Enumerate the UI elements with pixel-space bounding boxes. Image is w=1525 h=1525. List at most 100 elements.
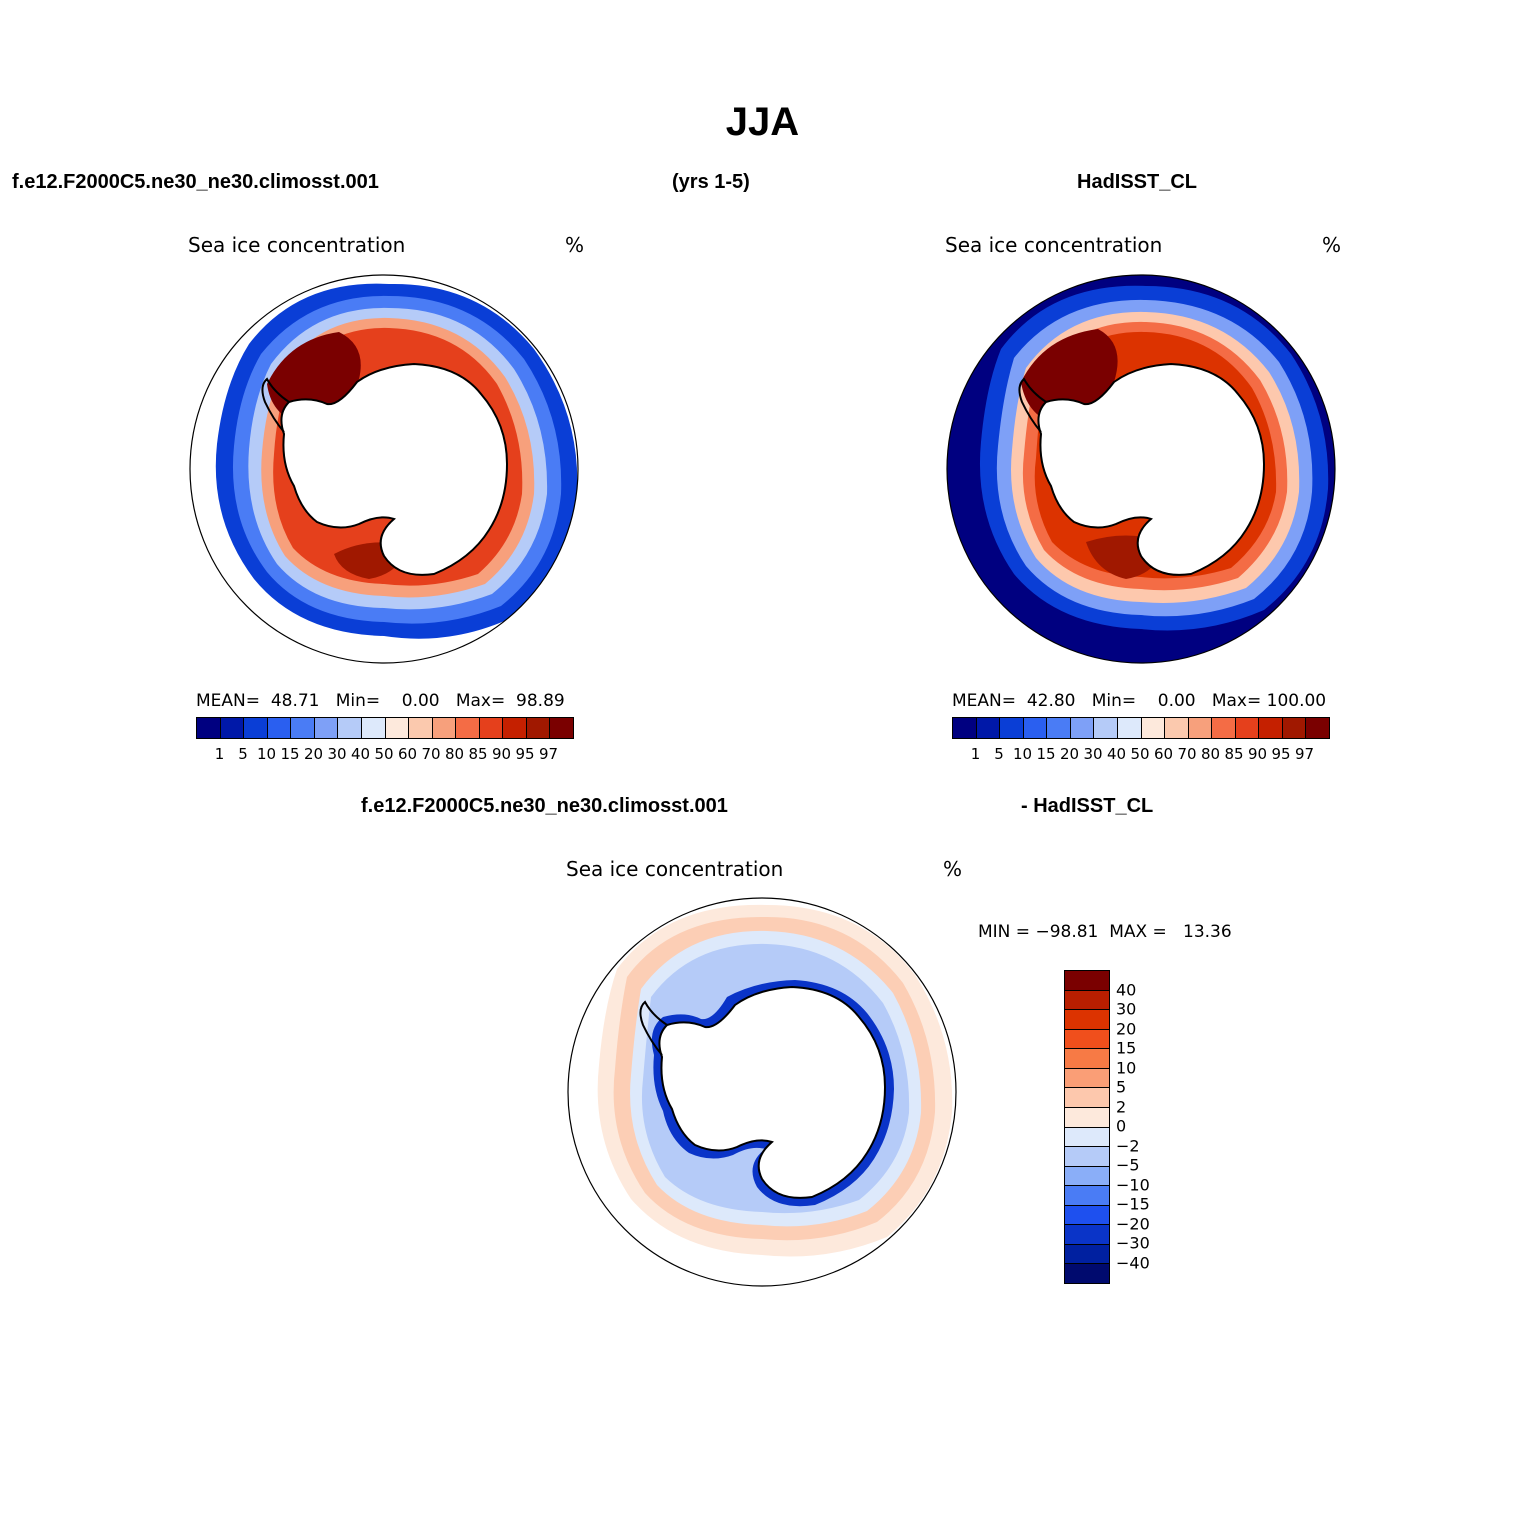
diff-colorbar-swatch: [1065, 971, 1109, 991]
years-header: (yrs 1-5): [672, 171, 750, 193]
obs-colorbar-labels: 1 5 10 15 20 30 40 50 60 70 80 85 90 95 97: [952, 745, 1328, 765]
obs-colorbar-tick-label: 80: [1200, 745, 1221, 763]
diff-case-header: f.e12.F2000C5.ne30_ne30.climosst.001: [361, 795, 728, 817]
model-colorbar-tick-label: 15: [280, 745, 300, 763]
obs-name-header: HadISST_CL: [1077, 171, 1198, 193]
model-colorbar-tick-label: 85: [468, 745, 488, 763]
obs-colorbar-swatch: [1047, 718, 1071, 738]
diff-colorbar-swatch: [1065, 1049, 1109, 1069]
model-colorbar-swatch: [456, 718, 480, 738]
diff-colorbar-tick-label: 5: [1116, 1077, 1127, 1097]
model-panel-unit: %: [565, 233, 585, 257]
diff-colorbar-tick-label: 10: [1116, 1058, 1137, 1077]
obs-colorbar-tick-label: 30: [1083, 745, 1103, 763]
antarctica-land-obs: [1037, 362, 1266, 576]
obs-colorbar-swatch: [1306, 718, 1329, 738]
diff-colorbar-swatch: [1065, 1068, 1109, 1089]
model-colorbar: [196, 717, 574, 739]
model-stats: MEAN= 48.71 Min= 0.00 Max= 98.89: [196, 691, 565, 711]
diff-colorbar-swatch: [1065, 1225, 1109, 1245]
obs-colorbar-swatch: [976, 718, 1001, 738]
model-colorbar-tick-label: 80: [444, 745, 465, 763]
model-colorbar-tick-label: 1: [214, 745, 225, 763]
obs-colorbar-swatch: [1117, 718, 1142, 738]
model-colorbar-swatch: [267, 718, 292, 738]
diff-colorbar-tick-label: 2: [1116, 1097, 1127, 1116]
case-name-header: f.e12.F2000C5.ne30_ne30.climosst.001: [12, 171, 379, 193]
diff-colorbar-swatch: [1065, 1029, 1109, 1050]
figure-title: JJA: [725, 100, 800, 144]
antarctica-land-model: [280, 362, 509, 576]
diff-colorbar-tick-label: 0: [1116, 1116, 1127, 1136]
obs-colorbar-swatch: [1282, 718, 1307, 738]
model-colorbar-tick-label: 95: [515, 745, 535, 763]
diff-colorbar-tick-label: −10: [1116, 1175, 1150, 1194]
obs-polar-map: [946, 274, 1336, 664]
obs-colorbar-swatch: [1023, 718, 1048, 738]
obs-colorbar-tick-label: 70: [1177, 745, 1197, 763]
diff-panel-unit: %: [943, 857, 963, 881]
model-colorbar-swatch: [550, 718, 573, 738]
obs-colorbar-tick-label: 10: [1012, 745, 1033, 763]
diff-obs-header: - HadISST_CL: [1021, 795, 1154, 817]
model-colorbar-tick-label: 5: [238, 745, 248, 763]
obs-colorbar-tick-label: 85: [1224, 745, 1244, 763]
model-colorbar-swatch: [338, 718, 362, 738]
model-colorbar-swatch: [479, 718, 504, 738]
model-polar-map: [189, 274, 579, 664]
obs-colorbar-swatch: [1188, 718, 1213, 738]
obs-panel-title: Sea ice concentration: [945, 233, 1163, 257]
diff-colorbar-tick-label: 30: [1116, 999, 1137, 1019]
antarctica-land-diff: [658, 985, 887, 1199]
diff-polar-map: [567, 897, 957, 1287]
model-colorbar-swatch: [220, 718, 245, 738]
diff-colorbar-tick-label: 15: [1116, 1038, 1137, 1058]
diff-colorbar-swatch: [1065, 1107, 1109, 1128]
diff-colorbar-swatch: [1065, 1147, 1109, 1167]
model-colorbar-labels: 1 5 10 15 20 30 40 50 60 70 80 85 90 95 97: [196, 745, 572, 765]
obs-colorbar-swatch: [1259, 718, 1283, 738]
model-colorbar-swatch: [526, 718, 551, 738]
obs-colorbar-tick-label: 20: [1059, 745, 1080, 763]
obs-colorbar-swatch: [1212, 718, 1236, 738]
antarctic-peninsula-obs: [1018, 377, 1047, 433]
model-colorbar-tick-label: 90: [491, 745, 512, 763]
obs-colorbar-swatch: [1070, 718, 1095, 738]
obs-colorbar-tick-label: 90: [1247, 745, 1268, 763]
model-colorbar-swatch: [291, 718, 315, 738]
obs-colorbar-tick-label: 1: [970, 745, 981, 763]
model-colorbar-tick-label: 97: [538, 745, 559, 763]
model-colorbar-tick-label: 60: [397, 745, 418, 763]
model-colorbar-tick-label: 20: [303, 745, 324, 763]
obs-panel-unit: %: [1322, 233, 1342, 257]
obs-colorbar: [952, 717, 1330, 739]
diff-colorbar: [1064, 970, 1110, 1284]
diff-colorbar-tick-label: 20: [1116, 1019, 1137, 1038]
obs-colorbar-tick-label: 15: [1036, 745, 1056, 763]
model-colorbar-tick-label: 70: [421, 745, 441, 763]
model-colorbar-tick-label: 30: [327, 745, 347, 763]
model-colorbar-swatch: [361, 718, 386, 738]
model-colorbar-swatch: [503, 718, 527, 738]
model-colorbar-swatch: [409, 718, 433, 738]
model-colorbar-swatch: [432, 718, 457, 738]
diff-colorbar-tick-label: −15: [1116, 1194, 1150, 1214]
diff-panel-title: Sea ice concentration: [566, 857, 784, 881]
obs-colorbar-tick-label: 5: [994, 745, 1004, 763]
obs-stats: MEAN= 42.80 Min= 0.00 Max= 100.00: [952, 691, 1327, 711]
model-colorbar-swatch: [244, 718, 268, 738]
diff-colorbar-swatch: [1065, 1010, 1109, 1030]
diff-colorbar-swatch: [1065, 990, 1109, 1011]
model-colorbar-swatch: [197, 718, 221, 738]
diff-colorbar-swatch: [1065, 1166, 1109, 1187]
model-panel-title: Sea ice concentration: [188, 233, 406, 257]
model-colorbar-swatch: [385, 718, 410, 738]
obs-colorbar-tick-label: 95: [1271, 745, 1291, 763]
diff-colorbar-tick-label: 40: [1116, 980, 1137, 999]
obs-colorbar-swatch: [1165, 718, 1189, 738]
antarctic-peninsula-model: [261, 377, 290, 433]
obs-colorbar-tick-label: 97: [1294, 745, 1315, 763]
obs-colorbar-tick-label: 60: [1153, 745, 1174, 763]
diff-colorbar-swatch: [1065, 1244, 1109, 1265]
diff-colorbar-labels: 40 30 20 15 10 5 2 0 −2 −5 −10 −15 −20 −30 −40: [1116, 970, 1176, 1282]
